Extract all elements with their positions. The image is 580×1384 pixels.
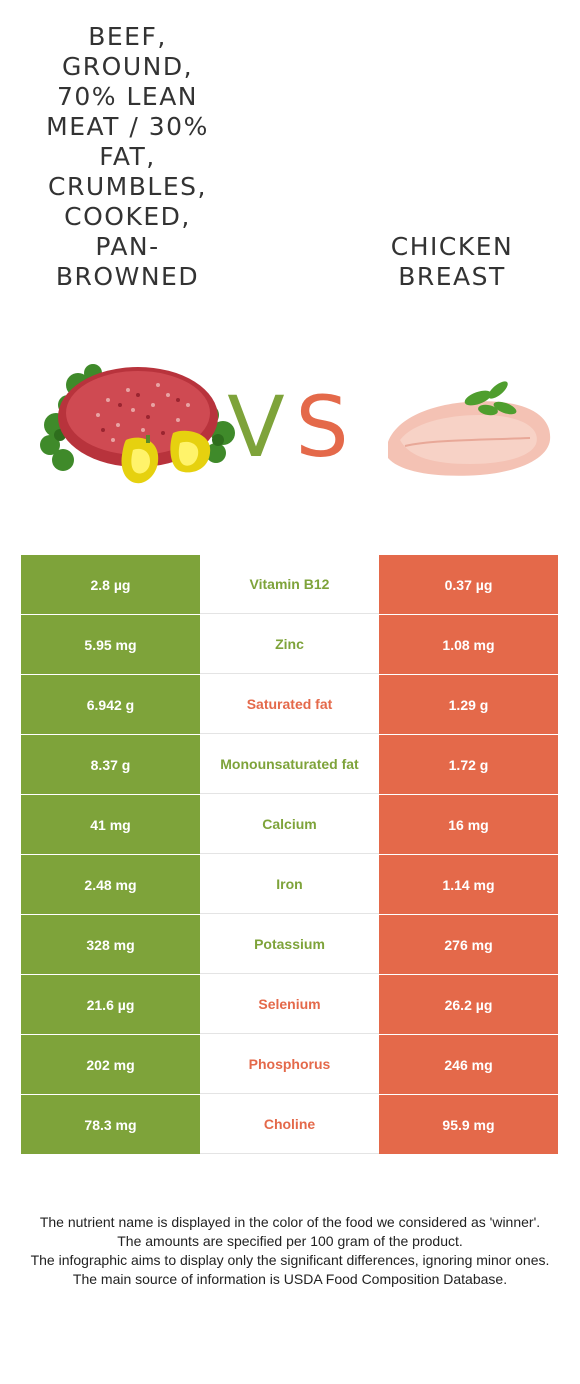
- table-row: 328 mg Potassium 276 mg: [21, 914, 558, 974]
- right-value: 1.72 g: [379, 735, 558, 794]
- nutrient-name: Selenium: [200, 975, 379, 1034]
- left-value: 8.37 g: [21, 735, 200, 794]
- table-row: 2.8 µg Vitamin B12 0.37 µg: [21, 554, 558, 614]
- ground-beef-image: [40, 364, 235, 484]
- right-value: 246 mg: [379, 1035, 558, 1094]
- left-value: 78.3 mg: [21, 1095, 200, 1154]
- left-value: 6.942 g: [21, 675, 200, 734]
- right-value: 276 mg: [379, 915, 558, 974]
- right-value: 26.2 µg: [379, 975, 558, 1034]
- footer-note: The amounts are specified per 100 gram o…: [117, 1233, 463, 1249]
- nutrient-name: Vitamin B12: [200, 555, 379, 614]
- nutrient-name: Choline: [200, 1095, 379, 1154]
- right-value: 1.08 mg: [379, 615, 558, 674]
- table-row: 5.95 mg Zinc 1.08 mg: [21, 614, 558, 674]
- footer-notes: The nutrient name is displayed in the co…: [20, 1213, 560, 1289]
- table-row: 6.942 g Saturated fat 1.29 g: [21, 674, 558, 734]
- versus-label: V S: [227, 380, 348, 470]
- nutrient-name: Saturated fat: [200, 675, 379, 734]
- chicken-breast-image: [388, 381, 551, 476]
- vs-letter-s: S: [295, 380, 348, 470]
- right-value: 0.37 µg: [379, 555, 558, 614]
- footer-note: The infographic aims to display only the…: [30, 1252, 550, 1268]
- nutrient-name: Calcium: [200, 795, 379, 854]
- nutrient-name: Potassium: [200, 915, 379, 974]
- footer-note: The nutrient name is displayed in the co…: [39, 1214, 541, 1230]
- left-value: 21.6 µg: [21, 975, 200, 1034]
- left-value: 328 mg: [21, 915, 200, 974]
- food-title-left: Beef, ground, 70% lean meat / 30% fat, c…: [46, 22, 209, 291]
- table-row: 78.3 mg Choline 95.9 mg: [21, 1094, 558, 1154]
- nutrient-name: Zinc: [200, 615, 379, 674]
- left-value: 2.8 µg: [21, 555, 200, 614]
- nutrient-name: Iron: [200, 855, 379, 914]
- right-value: 1.14 mg: [379, 855, 558, 914]
- left-value: 41 mg: [21, 795, 200, 854]
- left-value: 2.48 mg: [21, 855, 200, 914]
- table-row: 202 mg Phosphorus 246 mg: [21, 1034, 558, 1094]
- footer-note: The main source of information is USDA F…: [72, 1271, 508, 1287]
- right-value: 95.9 mg: [379, 1095, 558, 1154]
- nutrient-name: Monounsaturated fat: [200, 735, 379, 794]
- comparison-table: 2.8 µg Vitamin B12 0.37 µg 5.95 mg Zinc 1.08 …: [21, 554, 558, 1154]
- right-value: 16 mg: [379, 795, 558, 854]
- left-value: 202 mg: [21, 1035, 200, 1094]
- table-row: 21.6 µg Selenium 26.2 µg: [21, 974, 558, 1034]
- table-row: 8.37 g Monounsaturated fat 1.72 g: [21, 734, 558, 794]
- food-title-right: Chicken breast: [390, 232, 514, 291]
- vs-letter-v: V: [227, 380, 284, 470]
- nutrient-name: Phosphorus: [200, 1035, 379, 1094]
- left-value: 5.95 mg: [21, 615, 200, 674]
- right-value: 1.29 g: [379, 675, 558, 734]
- table-row: 41 mg Calcium 16 mg: [21, 794, 558, 854]
- table-row: 2.48 mg Iron 1.14 mg: [21, 854, 558, 914]
